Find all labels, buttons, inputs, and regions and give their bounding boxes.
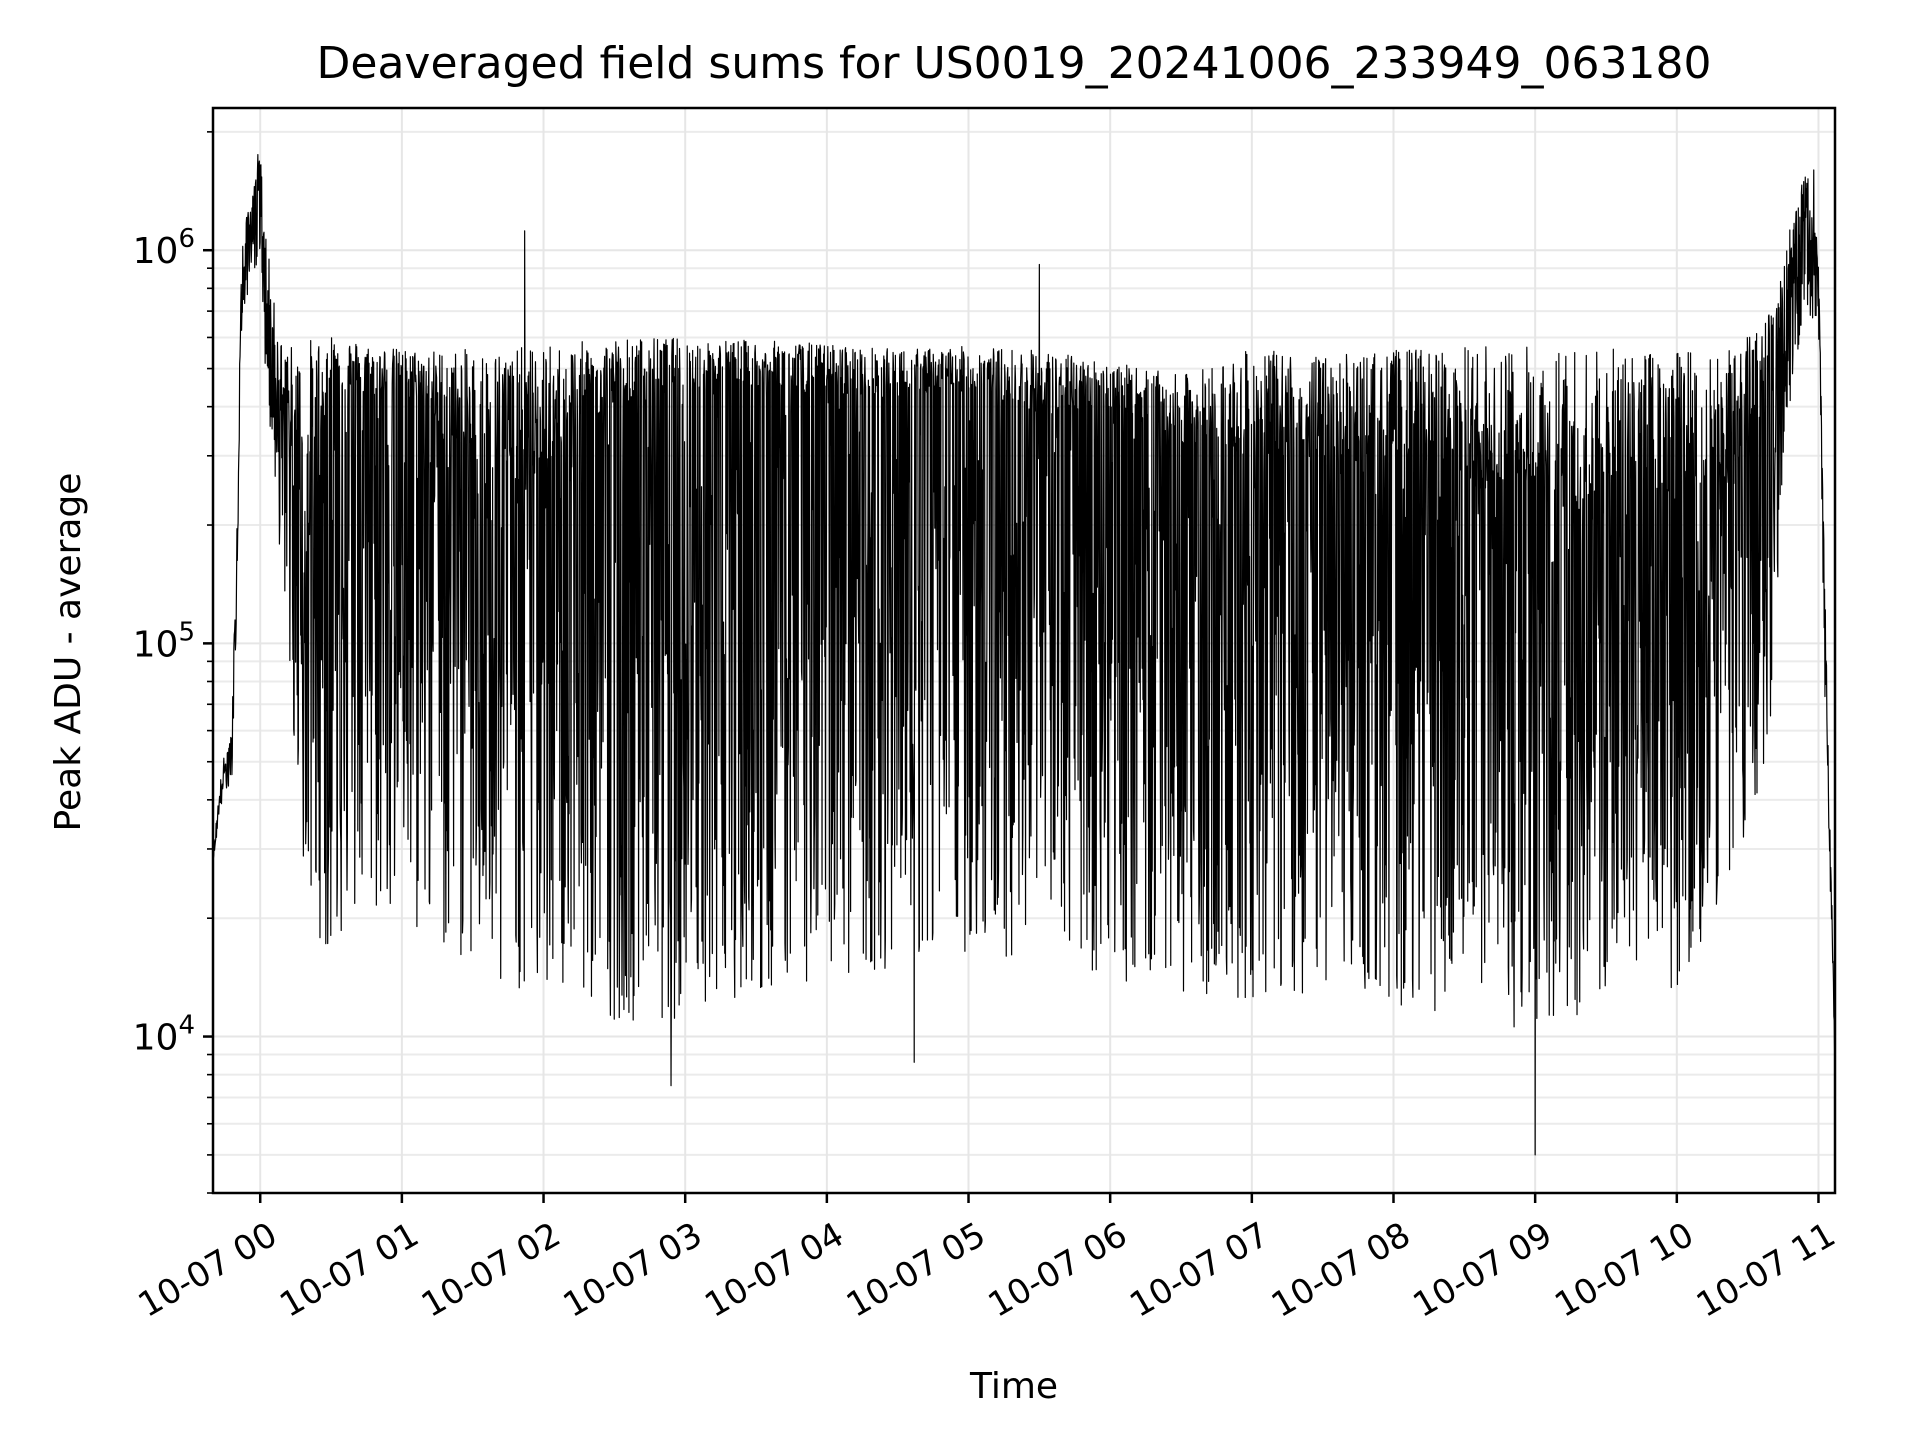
y-tick-label: 106 [133, 224, 195, 272]
series-line-peak-adu [212, 154, 1836, 1156]
series-layer [212, 154, 1836, 1156]
y-axis-label: Peak ADU - average [48, 473, 89, 832]
y-tick-label: 105 [133, 617, 195, 665]
axes [203, 106, 1837, 1203]
y-tick-label: 104 [133, 1011, 195, 1059]
chart-title: Deaveraged field sums for US0019_2024100… [317, 38, 1712, 89]
x-axis-label: Time [969, 1366, 1058, 1407]
plot-frame [211, 106, 1837, 1195]
